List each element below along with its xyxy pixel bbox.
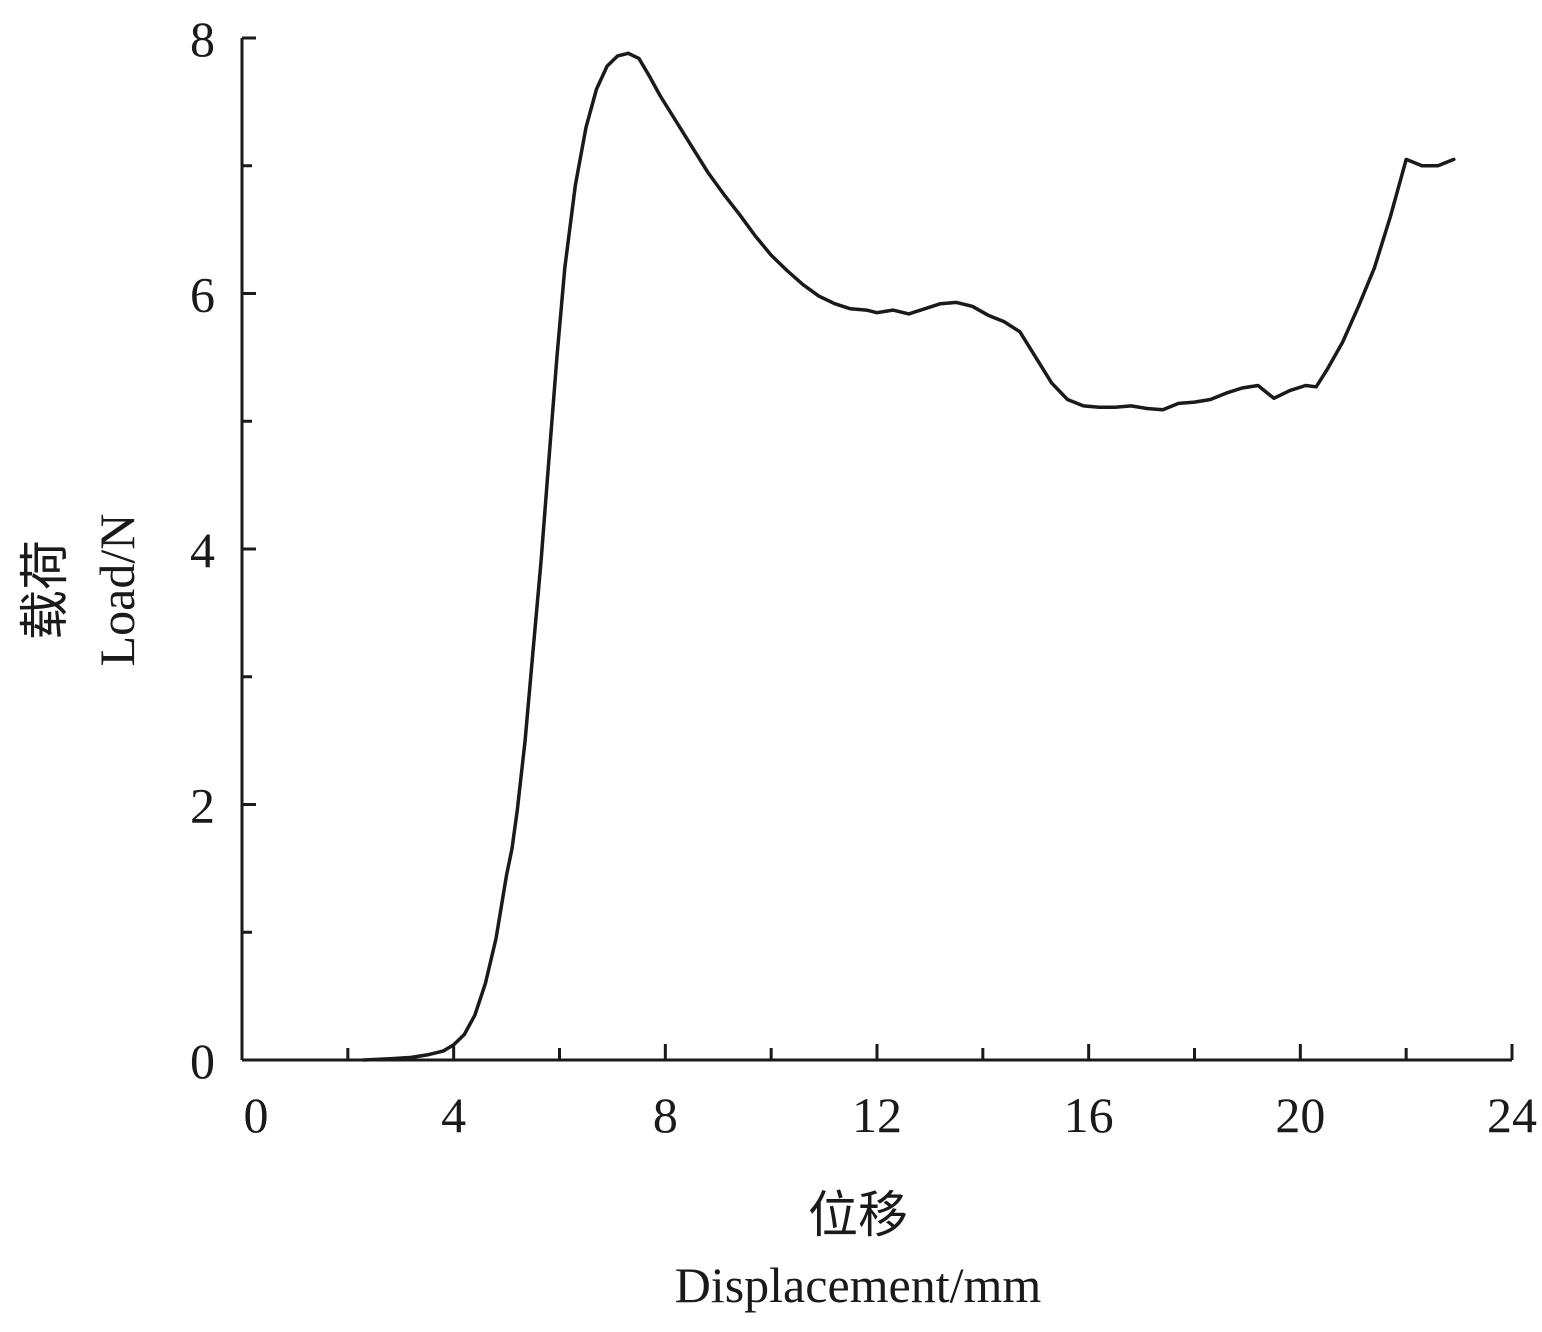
y-axis-title-en: Load/N [89,514,145,667]
y-tick-label: 2 [190,778,215,834]
y-tick-label: 6 [190,267,215,323]
y-tick-label: 0 [190,1033,215,1089]
x-axis-title-en: Displacement/mm [675,1257,1042,1313]
x-axis-title-cn: 位移 [808,1187,908,1243]
x-tick-label: 8 [653,1087,678,1143]
x-tick-label: 0 [244,1087,269,1143]
axis-ticks [242,36,1514,1060]
axes [240,38,1512,1062]
x-tick-label: 16 [1064,1087,1114,1143]
series-layer [361,51,1456,1062]
x-tick-label: 24 [1487,1087,1537,1143]
y-axis-title-cn: 载荷 [17,540,73,640]
x-tick-label: 4 [441,1087,466,1143]
series-line-load-displacement [361,51,1456,1062]
x-tick-label: 20 [1275,1087,1325,1143]
y-tick-label: 4 [190,522,215,578]
x-tick-label: 12 [852,1087,902,1143]
y-tick-label: 8 [190,11,215,67]
